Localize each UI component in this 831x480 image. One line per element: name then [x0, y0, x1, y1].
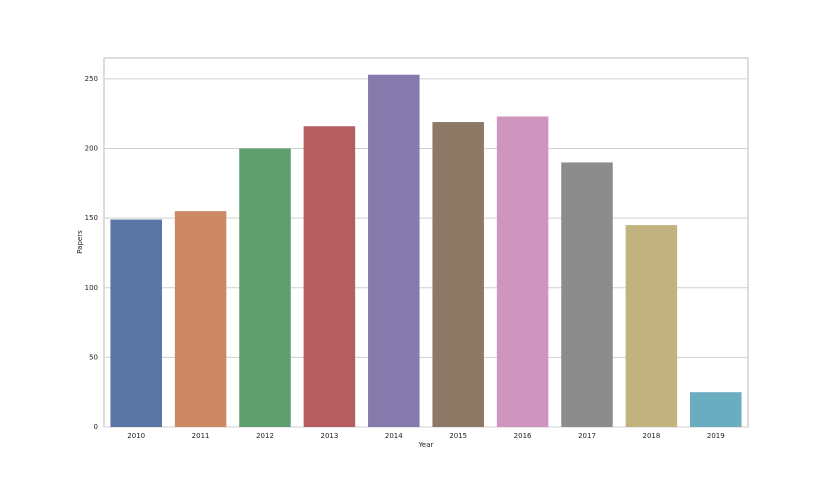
x-tick-label: 2018 — [642, 432, 660, 440]
y-tick-label: 50 — [89, 353, 98, 361]
y-tick-label: 150 — [85, 214, 98, 222]
x-axis-label: Year — [418, 441, 434, 449]
bar — [625, 225, 678, 427]
bar — [174, 211, 227, 427]
bar — [690, 392, 742, 427]
y-tick-label: 100 — [85, 284, 98, 292]
x-tick-label: 2010 — [127, 432, 145, 440]
x-tick-label: 2014 — [385, 432, 403, 440]
x-tick-label: 2017 — [578, 432, 596, 440]
x-tick-label: 2015 — [449, 432, 467, 440]
bar — [239, 148, 291, 427]
x-tick-label: 2019 — [707, 432, 725, 440]
x-tick-label: 2016 — [514, 432, 532, 440]
bar — [110, 219, 162, 427]
x-tick-label: 2011 — [192, 432, 210, 440]
bar — [368, 74, 420, 427]
y-tick-label: 0 — [94, 423, 98, 431]
bar — [432, 122, 484, 428]
bar — [303, 126, 356, 427]
bar — [496, 116, 549, 427]
x-tick-label: 2013 — [320, 432, 338, 440]
x-tick-label: 2012 — [256, 432, 274, 440]
y-axis-label: Papers — [76, 230, 84, 254]
y-tick-label: 250 — [85, 75, 98, 83]
bar — [561, 162, 613, 427]
y-tick-label: 200 — [85, 145, 98, 153]
